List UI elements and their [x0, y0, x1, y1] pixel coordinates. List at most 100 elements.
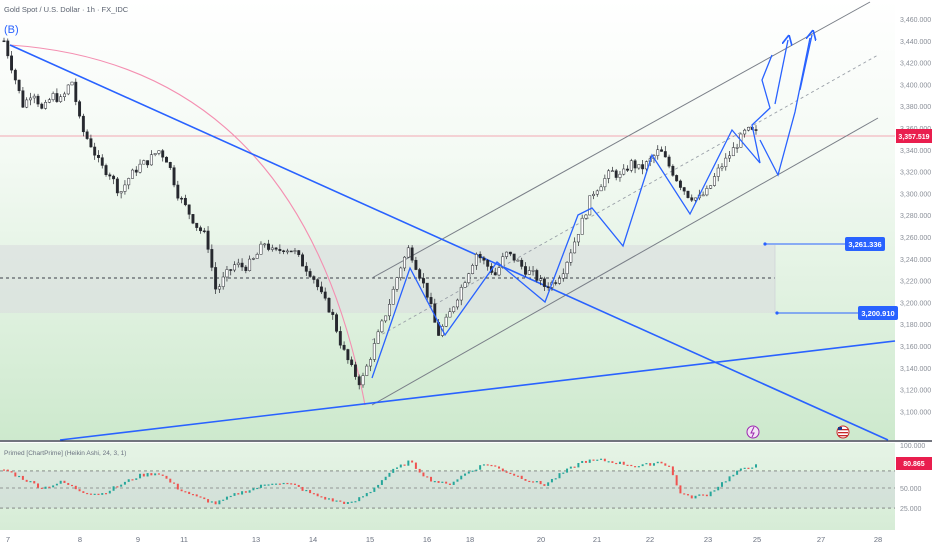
candle	[142, 159, 146, 165]
indicator-bar	[350, 501, 353, 503]
candle	[418, 267, 422, 281]
candle	[716, 164, 720, 182]
candle	[399, 266, 403, 281]
candle	[180, 196, 184, 204]
indicator-bar	[630, 464, 633, 467]
indicator-bar	[157, 473, 160, 475]
candle	[482, 255, 486, 265]
candle	[115, 176, 119, 197]
indicator-bar	[543, 484, 546, 486]
indicator-bar	[131, 479, 134, 481]
indicator-bar	[637, 466, 640, 468]
price-axis-label: 3,160.000	[900, 344, 931, 351]
candle	[29, 92, 32, 106]
candle	[210, 244, 214, 272]
indicator-bar	[380, 480, 383, 485]
candle	[471, 263, 475, 275]
candle	[561, 268, 565, 282]
indicator-bar	[188, 491, 191, 495]
indicator-bar	[516, 475, 519, 477]
candle	[229, 269, 233, 276]
indicator-bar	[248, 490, 251, 493]
candle	[183, 194, 187, 207]
indicator-bar	[600, 458, 603, 460]
indicator-bar	[418, 468, 421, 473]
fib-arc	[9, 44, 366, 406]
time-axis-label: 21	[593, 535, 601, 544]
indicator-bar	[399, 464, 402, 468]
candle	[304, 262, 308, 277]
indicator-bar	[384, 476, 387, 481]
candlestick-series[interactable]	[2, 37, 758, 390]
indicator-bar	[346, 502, 349, 504]
indicator-bar	[244, 491, 247, 493]
indicator-bar	[524, 479, 527, 481]
price-axis-label: 3,340.000	[900, 148, 931, 155]
indicator-bar	[603, 458, 606, 462]
candle	[59, 94, 63, 103]
candle	[138, 159, 142, 174]
indicator-bar	[645, 463, 648, 465]
target-tag-1[interactable]	[845, 237, 885, 251]
candle	[342, 341, 346, 352]
candle	[542, 276, 546, 291]
candle	[2, 37, 6, 43]
candle	[81, 113, 85, 137]
indicator-bar	[127, 479, 130, 482]
candle	[595, 189, 599, 197]
indicator-bar	[698, 494, 701, 496]
candle	[263, 242, 267, 248]
candle	[395, 276, 399, 292]
indicator-bar	[305, 489, 308, 492]
candle	[410, 245, 414, 263]
candle	[622, 164, 626, 176]
indicator-bar	[539, 481, 542, 485]
candle	[667, 154, 671, 169]
candle	[644, 160, 648, 171]
indicator-bar	[316, 493, 319, 497]
candle	[539, 275, 543, 286]
candle	[603, 174, 607, 191]
candle	[93, 142, 97, 160]
indicator-bar	[456, 479, 459, 482]
candle	[312, 275, 316, 284]
indicator-bar	[411, 460, 414, 463]
indicator-bar	[720, 482, 723, 487]
price-axis-label: 3,140.000	[900, 366, 931, 373]
indicator-bar	[48, 486, 51, 488]
indicator-series[interactable]	[3, 458, 757, 505]
candle	[157, 150, 161, 156]
candle	[754, 125, 758, 135]
candle	[633, 159, 637, 174]
candle	[161, 149, 165, 162]
symbol-title[interactable]: Gold Spot / U.S. Dollar · 1h · FX_IDC	[4, 5, 129, 14]
candle	[176, 180, 180, 201]
us-flag-icon[interactable]	[836, 425, 850, 439]
candle	[221, 272, 225, 290]
candle	[187, 204, 191, 220]
candle	[55, 88, 59, 103]
candle	[274, 246, 278, 252]
indicator-title[interactable]: Primed [ChartPrime] (Heikin Ashi, 24, 3,…	[4, 450, 126, 457]
candle	[414, 256, 418, 271]
candle	[743, 128, 747, 138]
time-axis-label: 16	[423, 535, 431, 544]
indicator-bar	[108, 490, 111, 494]
indicator-bar	[717, 486, 720, 491]
indicator-bar	[460, 475, 463, 480]
price-axis-label: 3,220.000	[900, 279, 931, 286]
time-axis-background	[0, 530, 932, 550]
price-axis[interactable]: 3,460.000 3,440.000 3,420.000 3,400.000 3,38…	[900, 17, 931, 416]
indicator-bar	[494, 465, 497, 467]
target-tag-2[interactable]	[858, 306, 898, 320]
candle	[267, 239, 270, 252]
indicator-bar	[286, 482, 289, 485]
indicator-band	[0, 471, 895, 508]
lightning-icon[interactable]	[746, 425, 760, 439]
candle	[497, 265, 501, 277]
indicator-bar	[728, 476, 731, 482]
time-axis[interactable]: 7 8 9 11 13 14 15 16 18 20 21 22 23 25 27 28	[6, 535, 882, 544]
indicator-bar	[679, 485, 682, 494]
